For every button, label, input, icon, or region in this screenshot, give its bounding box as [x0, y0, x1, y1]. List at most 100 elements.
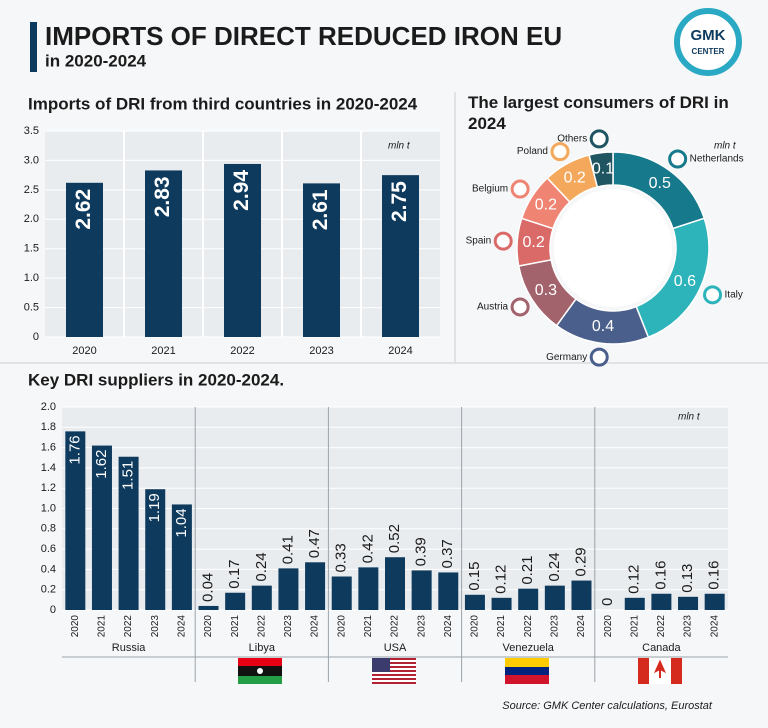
category-label: Poland: [517, 146, 548, 157]
flag-marker: [550, 142, 570, 162]
flag: [505, 658, 549, 684]
value-label: 2.94: [230, 170, 253, 211]
group-label: Canada: [642, 642, 681, 654]
x-tick-label: 2021: [496, 615, 507, 638]
bar: [303, 183, 340, 337]
value-label: 0.24: [546, 552, 563, 581]
category-label: Italy: [725, 289, 743, 300]
group-label: Libya: [249, 642, 276, 654]
y-tick-label: 0.2: [41, 584, 56, 596]
value-label: 0.42: [359, 534, 376, 563]
bar: [145, 489, 166, 610]
unit-label: mln t: [388, 141, 411, 152]
chart-title-box: The largest consumers of DRI in 2024: [468, 93, 729, 133]
x-tick-label: 2023: [549, 615, 560, 638]
value-label: 2.62: [72, 189, 95, 230]
category-label: Belgium: [472, 184, 508, 195]
page-title: IMPORTS OF DIRECT REDUCED IRON EU: [45, 21, 562, 51]
y-tick-label: 1.6: [41, 442, 56, 454]
value-label: 0.17: [226, 560, 243, 589]
x-tick-label: 2023: [683, 615, 694, 638]
bar: [624, 597, 645, 610]
bar: [65, 431, 86, 610]
x-tick-label: 2022: [390, 615, 401, 638]
value-label: 0.4: [592, 318, 614, 335]
value-label: 0.2: [564, 170, 586, 187]
y-tick-label: 0.8: [41, 523, 56, 535]
value-label: 0: [599, 598, 616, 606]
value-label: 2.75: [388, 181, 411, 222]
group-label: Venezuela: [503, 642, 555, 654]
value-label: 0.41: [279, 535, 296, 564]
y-tick-label: 0: [50, 604, 56, 616]
chart-title: The largest consumers of DRI in 2024: [468, 93, 729, 133]
x-tick-label: 2022: [656, 615, 667, 638]
bar: [66, 182, 103, 337]
bar: [678, 596, 699, 610]
x-tick-label: 2022: [123, 615, 134, 638]
x-tick-label: 2020: [470, 615, 481, 638]
unit-label: mln t: [714, 141, 737, 152]
x-tick-label: 2020: [603, 615, 614, 638]
bar: [331, 576, 352, 610]
group-label: USA: [384, 642, 407, 654]
x-tick-label: 2023: [283, 615, 294, 638]
x-tick-label: 2024: [443, 615, 454, 638]
value-label: 0.12: [626, 565, 643, 594]
donut-segment: [588, 151, 614, 188]
flag-marker: [493, 231, 513, 251]
chart-title: Key DRI suppliers in 2020-2024.: [28, 370, 284, 389]
value-label: 0.21: [519, 555, 536, 584]
y-tick-label: 3.0: [24, 154, 39, 166]
x-tick-label: 2024: [177, 615, 188, 638]
bar: [385, 557, 405, 610]
value-label: 0.47: [306, 529, 323, 558]
x-tick-label: 2024: [709, 615, 720, 638]
unit-label: mln t: [678, 412, 701, 423]
value-label: 1.19: [146, 493, 163, 522]
value-label: 0.12: [493, 565, 510, 594]
value-label: 0.5: [649, 175, 671, 192]
value-label: 0.6: [674, 273, 696, 290]
title-accent: [30, 22, 37, 72]
value-label: 0.1: [592, 160, 614, 177]
y-tick-label: 2.0: [24, 213, 39, 225]
value-label: 0.33: [333, 543, 350, 572]
bar: [704, 593, 725, 610]
bar: [225, 592, 246, 610]
flag: [372, 658, 416, 684]
category-label: Netherlands: [690, 154, 744, 165]
y-tick-label: 0: [33, 331, 39, 343]
value-label: 0.15: [466, 562, 483, 591]
flag-marker: [510, 179, 530, 199]
y-tick-label: 1.0: [24, 272, 39, 284]
y-tick-label: 3.5: [24, 125, 39, 137]
x-tick-label: 2022: [230, 345, 254, 357]
bar: [278, 568, 299, 610]
bar: [464, 594, 485, 610]
x-tick-label: 2024: [576, 615, 587, 638]
logo-text: CENTER: [692, 47, 725, 56]
value-label: 0.39: [413, 537, 430, 566]
value-label: 1.76: [66, 435, 83, 464]
flag-marker: [668, 149, 688, 169]
bar: [651, 593, 672, 610]
value-label: 1.04: [173, 508, 190, 537]
x-tick-label: 2021: [97, 615, 108, 638]
bar: [382, 175, 419, 337]
value-label: 2.83: [151, 176, 174, 217]
flag: [638, 658, 682, 684]
value-label: 1.62: [93, 450, 110, 479]
x-tick-label: 2024: [388, 345, 412, 357]
y-tick-label: 1.0: [41, 502, 56, 514]
value-label: 1.51: [120, 461, 137, 490]
flag-marker: [510, 297, 530, 317]
donut-hole: [554, 189, 672, 307]
bar: [145, 170, 182, 337]
x-tick-label: 2021: [230, 615, 241, 638]
x-tick-label: 2023: [416, 615, 427, 638]
y-tick-label: 2.5: [24, 184, 39, 196]
category-label: Austria: [477, 302, 509, 313]
bar: [411, 570, 432, 610]
